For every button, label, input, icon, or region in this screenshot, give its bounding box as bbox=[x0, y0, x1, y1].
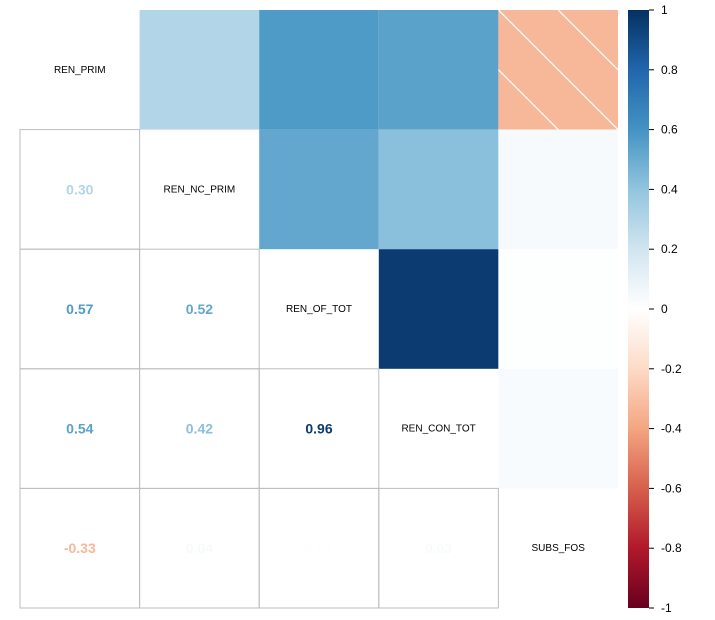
hatch-line bbox=[557, 10, 618, 71]
square-ren_prim-ren_nc_prim bbox=[139, 10, 260, 130]
value-subs_fos-ren_con_tot: 0.03 bbox=[425, 540, 452, 556]
matrix-grid bbox=[19, 129, 499, 609]
colorbar-tick-label: -0.6 bbox=[661, 481, 682, 495]
value-ren_of_tot-ren_nc_prim: 0.52 bbox=[186, 301, 213, 317]
hatch-line bbox=[498, 68, 559, 130]
value-ren_of_tot-ren_prim: 0.57 bbox=[66, 301, 93, 317]
colorbar-tick-label: -0.4 bbox=[661, 422, 682, 436]
value-ren_con_tot-ren_nc_prim: 0.42 bbox=[186, 421, 213, 437]
square-ren_con_tot-subs_fos bbox=[498, 368, 618, 489]
colorbar-gradient bbox=[628, 10, 649, 608]
value-ren_con_tot-ren_prim: 0.54 bbox=[66, 421, 93, 437]
colorbar-tick-label: 1 bbox=[661, 3, 668, 17]
diag-label-subs_fos: SUBS_FOS bbox=[532, 543, 586, 554]
diag-label-ren_prim: REN_PRIM bbox=[54, 65, 106, 76]
value-ren_nc_prim-ren_prim: 0.30 bbox=[66, 181, 93, 197]
square-ren_nc_prim-ren_con_tot bbox=[378, 129, 499, 250]
square-ren_prim-ren_of_tot bbox=[259, 10, 379, 130]
diag-label-ren_nc_prim: REN_NC_PRIM bbox=[164, 184, 236, 195]
colorbar-tick-label: 0.2 bbox=[661, 242, 678, 256]
colorbar-tick-label: -1 bbox=[661, 601, 672, 615]
colorbar-tick-label: -0.2 bbox=[661, 362, 682, 376]
square-ren_nc_prim-subs_fos bbox=[498, 129, 618, 250]
value-ren_con_tot-ren_of_tot: 0.96 bbox=[305, 421, 332, 437]
square-ren_nc_prim-ren_of_tot bbox=[259, 129, 379, 250]
value-subs_fos-ren_prim: -0.33 bbox=[64, 540, 96, 556]
hatch-line bbox=[498, 10, 618, 130]
hatch-pattern bbox=[498, 10, 618, 130]
square-ren_of_tot-subs_fos bbox=[498, 249, 618, 369]
matrix-cells bbox=[139, 10, 618, 489]
square-ren_of_tot-ren_con_tot bbox=[378, 249, 499, 369]
grid-cell bbox=[378, 487, 499, 609]
value-subs_fos-ren_of_tot: 0.01 bbox=[305, 540, 332, 556]
value-subs_fos-ren_nc_prim: 0.04 bbox=[186, 540, 213, 556]
colorbar-tick-label: 0.8 bbox=[661, 63, 678, 77]
colorbar-tick-label: 0.6 bbox=[661, 123, 678, 137]
colorbar: 1 0.8 0.6 0.4 0.2 0 -0.2 -0.4 -0.6 -0.8 -1 bbox=[628, 3, 682, 615]
colorbar-tick-label: -0.8 bbox=[661, 541, 682, 555]
diag-label-ren_of_tot: REN_OF_TOT bbox=[286, 304, 352, 315]
diag-label-ren_con_tot: REN_CON_TOT bbox=[401, 424, 475, 435]
square-ren_prim-ren_con_tot bbox=[378, 10, 499, 130]
matrix-labels: 0.30 0.57 0.52 0.54 0.42 0.96 -0.33 0.04 0.01 0.0… bbox=[54, 65, 585, 556]
colorbar-tick-label: 0 bbox=[661, 302, 668, 316]
colorbar-tick-label: 0.4 bbox=[661, 182, 678, 196]
